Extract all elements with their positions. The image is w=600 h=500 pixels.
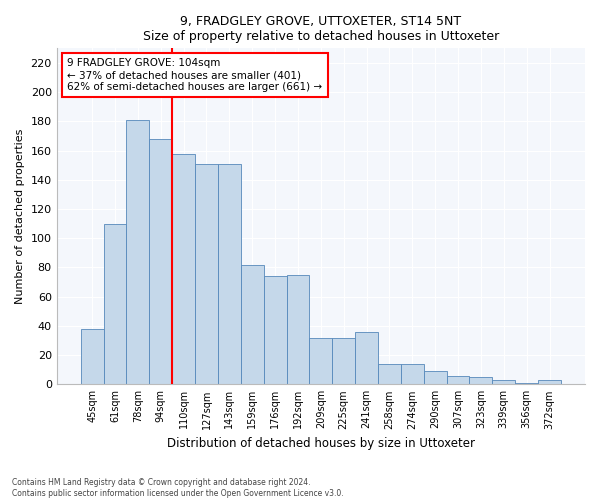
Bar (332, 338, 355, 384)
Bar (172, 154, 195, 384)
Bar (355, 332, 378, 384)
X-axis label: Distribution of detached houses by size in Uttoxeter: Distribution of detached houses by size … (167, 437, 475, 450)
Bar (263, 276, 287, 384)
Bar (401, 364, 424, 384)
Bar (469, 377, 493, 384)
Title: 9, FRADGLEY GROVE, UTTOXETER, ST14 5NT
Size of property relative to detached hou: 9, FRADGLEY GROVE, UTTOXETER, ST14 5NT S… (143, 15, 499, 43)
Bar (127, 120, 149, 384)
Bar (241, 264, 263, 384)
Bar (195, 164, 218, 384)
Bar (493, 380, 515, 384)
Text: Contains HM Land Registry data © Crown copyright and database right 2024.
Contai: Contains HM Land Registry data © Crown c… (12, 478, 344, 498)
Text: 9 FRADGLEY GROVE: 104sqm
← 37% of detached houses are smaller (401)
62% of semi-: 9 FRADGLEY GROVE: 104sqm ← 37% of detach… (67, 58, 322, 92)
Bar (149, 139, 172, 384)
Bar (80, 329, 104, 384)
Bar (310, 338, 332, 384)
Bar (424, 371, 446, 384)
Bar (287, 274, 310, 384)
Bar (218, 164, 241, 384)
Bar (515, 383, 538, 384)
Bar (378, 364, 401, 384)
Bar (446, 376, 469, 384)
Y-axis label: Number of detached properties: Number of detached properties (15, 128, 25, 304)
Bar (538, 380, 561, 384)
Bar (104, 224, 127, 384)
